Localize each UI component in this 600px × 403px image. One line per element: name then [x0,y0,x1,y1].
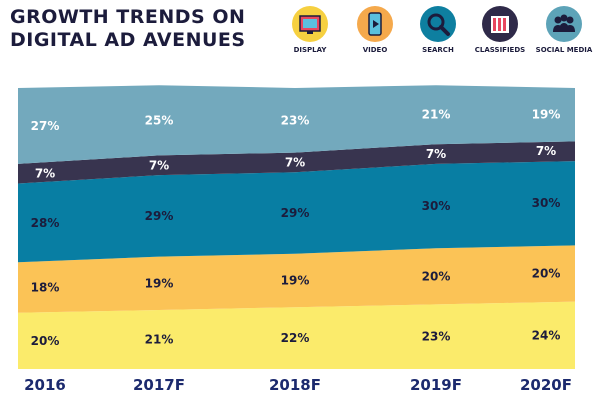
legend-item-classifieds: CLASSIFIEDS [470,6,530,55]
area-social-media [18,85,575,164]
data-label-search-2018f: 29% [281,206,310,220]
chart-title: GROWTH TRENDS ON DIGITAL AD AVENUES [10,6,250,52]
legend-label-video: VIDEO [362,46,388,54]
social-media-icon [546,6,582,42]
x-tick-label: 2018F [269,376,321,394]
data-label-video-2016: 18% [31,281,60,295]
data-label-social-media-2018f: 23% [281,113,310,127]
display-icon [292,6,328,42]
data-label-search-2019f: 30% [422,199,451,213]
area-classifieds [18,141,575,184]
data-label-social-media-2020f: 19% [532,108,561,122]
chart-title-line2: DIGITAL AD AVENUES [10,29,246,51]
data-label-social-media-2016: 27% [31,119,60,133]
data-label-search-2017f: 29% [145,209,174,223]
area-video [18,245,575,313]
legend-item-video: VIDEO [345,6,405,55]
legend: DISPLAY VIDEO SEARCH CLASS [280,6,598,86]
data-label-search-2020f: 30% [532,196,561,210]
area-display [18,301,575,369]
data-label-display-2019f: 23% [422,330,451,344]
search-icon [420,6,456,42]
data-label-display-2020f: 24% [532,328,561,342]
data-label-classifieds-2019f: 7% [426,147,446,161]
area-search [18,161,575,263]
data-label-classifieds-2018f: 7% [285,156,305,170]
legend-label-search: SEARCH [422,46,454,54]
chart-title-line1: GROWTH TRENDS ON [10,6,246,28]
data-label-display-2016: 20% [31,334,60,348]
x-tick-label: 2017F [133,376,185,394]
legend-label-social-media: SOCIAL MEDIA [535,46,593,54]
data-label-search-2016: 28% [31,216,60,230]
data-label-classifieds-2020f: 7% [536,144,556,158]
data-label-video-2019f: 20% [422,269,451,283]
legend-label-classifieds: CLASSIFIEDS [474,46,526,54]
data-label-video-2020f: 20% [532,267,561,281]
data-label-display-2017f: 21% [145,333,174,347]
legend-item-social-media: SOCIAL MEDIA [534,6,594,55]
data-label-video-2017f: 19% [145,276,174,290]
data-label-classifieds-2017f: 7% [149,158,169,172]
legend-item-search: SEARCH [408,6,468,55]
legend-label-display: DISPLAY [293,46,327,54]
x-tick-label: 2019F [410,376,462,394]
x-tick-label: 2016 [24,376,66,394]
legend-item-display: DISPLAY [280,6,340,55]
data-label-display-2018f: 22% [281,331,310,345]
data-label-video-2018f: 19% [281,274,310,288]
video-icon [357,6,393,42]
data-label-classifieds-2016: 7% [35,167,55,181]
x-tick-label: 2020F [520,376,572,394]
data-label-social-media-2017f: 25% [145,113,174,127]
data-label-social-media-2019f: 21% [422,108,451,122]
classifieds-icon [482,6,518,42]
